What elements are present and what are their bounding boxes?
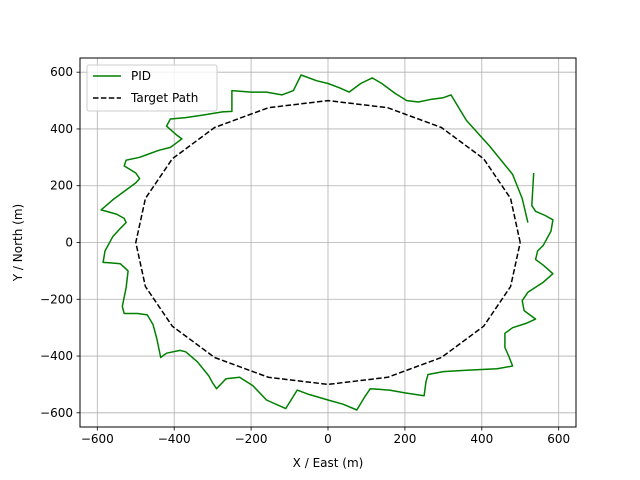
x-tick-label: 0 [324,432,332,446]
legend-label-target-path: Target Path [130,91,198,105]
x-tick-label: 600 [547,432,570,446]
legend: PID Target Path [86,64,218,112]
x-tick-label: 400 [470,432,493,446]
y-tick-label: −600 [40,406,73,420]
x-tick-label: −200 [235,432,268,446]
plot-series [100,74,554,411]
legend-label-pid: PID [131,69,151,83]
y-tick-label: 600 [50,65,73,79]
y-axis-label: Y / North (m) [11,204,25,282]
series-line-target-path [135,99,521,386]
y-tick-label: −400 [40,349,73,363]
x-tick-label: −600 [81,432,114,446]
x-axis-label: X / East (m) [293,456,364,470]
y-tick-label: −200 [40,292,73,306]
x-tick-label: 200 [393,432,416,446]
series-line-pid [100,74,554,411]
y-tick-label: 400 [50,122,73,136]
x-tick-label: −400 [158,432,191,446]
y-tick-label: 0 [65,236,73,250]
y-tick-label: 200 [50,179,73,193]
axis-ticks: −600 −400 −200 0 200 400 600 −600 −400 −200 0 200 40… [40,65,570,446]
